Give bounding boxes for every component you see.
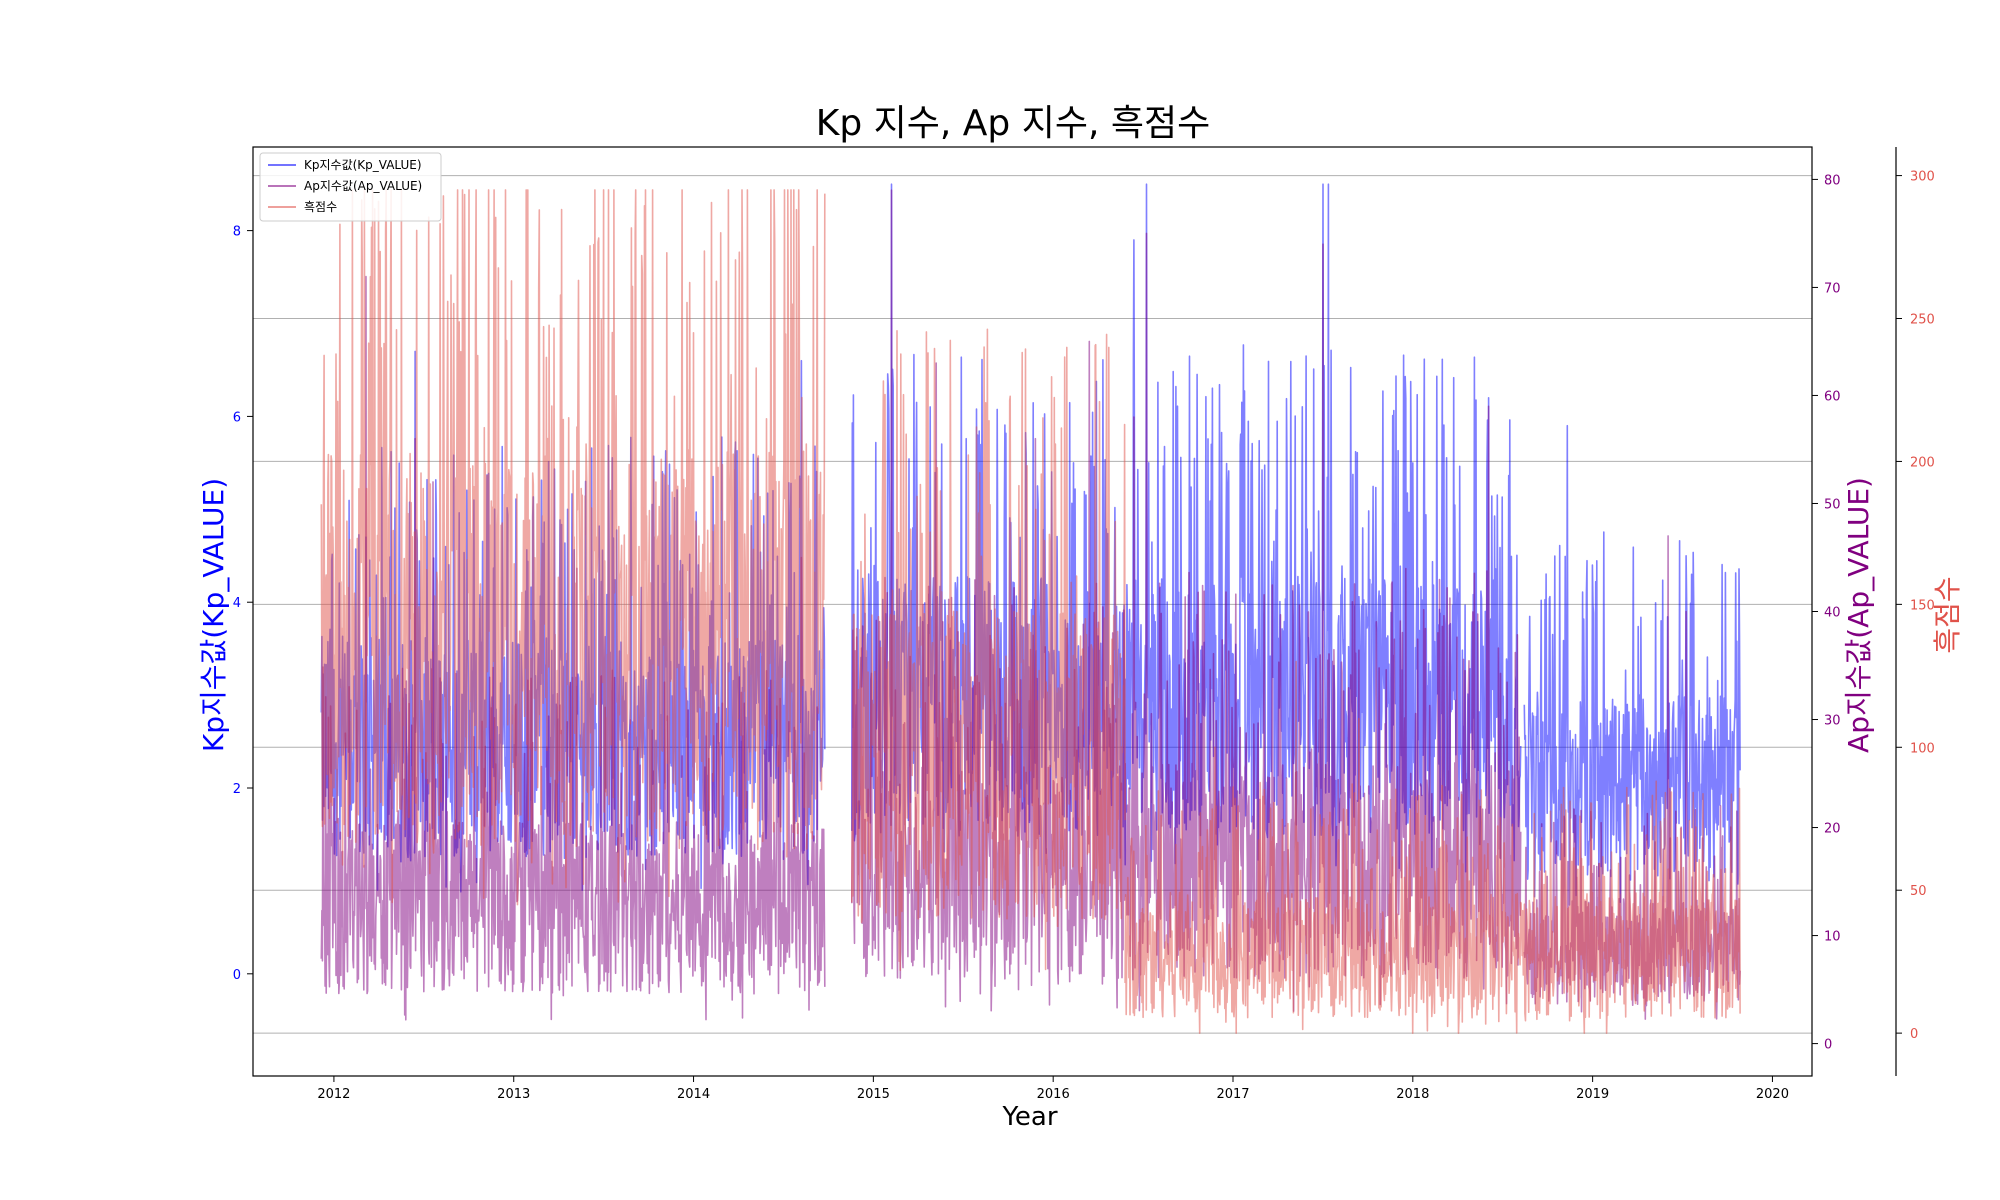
ap-tick-label-2: 20: [1824, 822, 1841, 837]
legend-label-kp: Kp지수값(Kp_VALUE): [304, 158, 422, 172]
ap-tick-label-5: 50: [1824, 497, 1841, 512]
kp-tick-label-0: 0: [233, 968, 241, 983]
chart-title: Kp 지수, Ap 지수, 흑점수: [816, 103, 1210, 144]
sunspot-tick-label-0: 0: [1910, 1027, 1918, 1042]
x-tick-label-7: 2019: [1576, 1087, 1609, 1102]
x-tick-label-6: 2018: [1396, 1087, 1429, 1102]
series-sunspot-line-0: [320, 189, 826, 906]
sunspot-tick-label-2: 100: [1910, 741, 1935, 756]
ap-tick-label-7: 70: [1824, 281, 1841, 296]
ap-tick-label-8: 80: [1824, 173, 1841, 188]
ap-tick-label-1: 10: [1824, 930, 1841, 945]
sunspot-tick-label-6: 300: [1910, 170, 1935, 185]
sunspot-axis-title: 흑점수: [1931, 576, 1964, 653]
series-layer: [320, 183, 1741, 1034]
x-axis-title: Year: [1001, 1102, 1057, 1132]
series-kp-line-2: [1523, 424, 1741, 906]
kp-tick-label-3: 6: [233, 410, 241, 425]
series-sunspot-line-2: [1124, 660, 1741, 1034]
ap-tick-label-3: 30: [1824, 714, 1841, 729]
series-sunspot-line-1: [851, 328, 1126, 971]
sunspot-tick-label-5: 250: [1910, 313, 1935, 328]
legend-label-sunspot: 흑점수: [304, 200, 337, 214]
legend-label-ap: Ap지수값(Ap_VALUE): [304, 179, 422, 193]
x-tick-label-4: 2016: [1037, 1087, 1070, 1102]
x-tick-label-2: 2014: [677, 1087, 710, 1102]
kp-axis-title: Kp지수값(Kp_VALUE): [197, 478, 230, 752]
legend-box: [259, 152, 442, 222]
series-ap-line-0: [320, 275, 826, 1021]
ap-tick-label-0: 0: [1824, 1038, 1832, 1053]
sunspot-tick-label-1: 50: [1910, 884, 1927, 899]
x-tick-label-8: 2020: [1756, 1087, 1789, 1102]
x-tick-label-0: 2012: [317, 1087, 350, 1102]
x-tick-label-1: 2013: [497, 1087, 530, 1102]
ap-tick-label-4: 40: [1824, 606, 1841, 621]
sunspot-tick-label-4: 200: [1910, 455, 1935, 470]
x-tick-label-5: 2017: [1216, 1087, 1249, 1102]
sunspot-tick-label-3: 150: [1910, 598, 1935, 613]
x-tick-label-3: 2015: [857, 1087, 890, 1102]
kp-tick-label-2: 4: [233, 596, 241, 611]
kp-tick-label-4: 8: [233, 225, 241, 240]
ap-axis-title: Ap지수값(Ap_VALUE): [1842, 477, 1875, 753]
ap-tick-label-6: 60: [1824, 389, 1841, 404]
legend: Kp지수값(Kp_VALUE) Ap지수값(Ap_VALUE) 흑점수: [259, 152, 442, 222]
axis-layer: 2012 2013 2014 2015 2016 2017 2018 2019 20200246…: [233, 147, 1935, 1102]
kp-tick-label-1: 2: [233, 782, 241, 797]
